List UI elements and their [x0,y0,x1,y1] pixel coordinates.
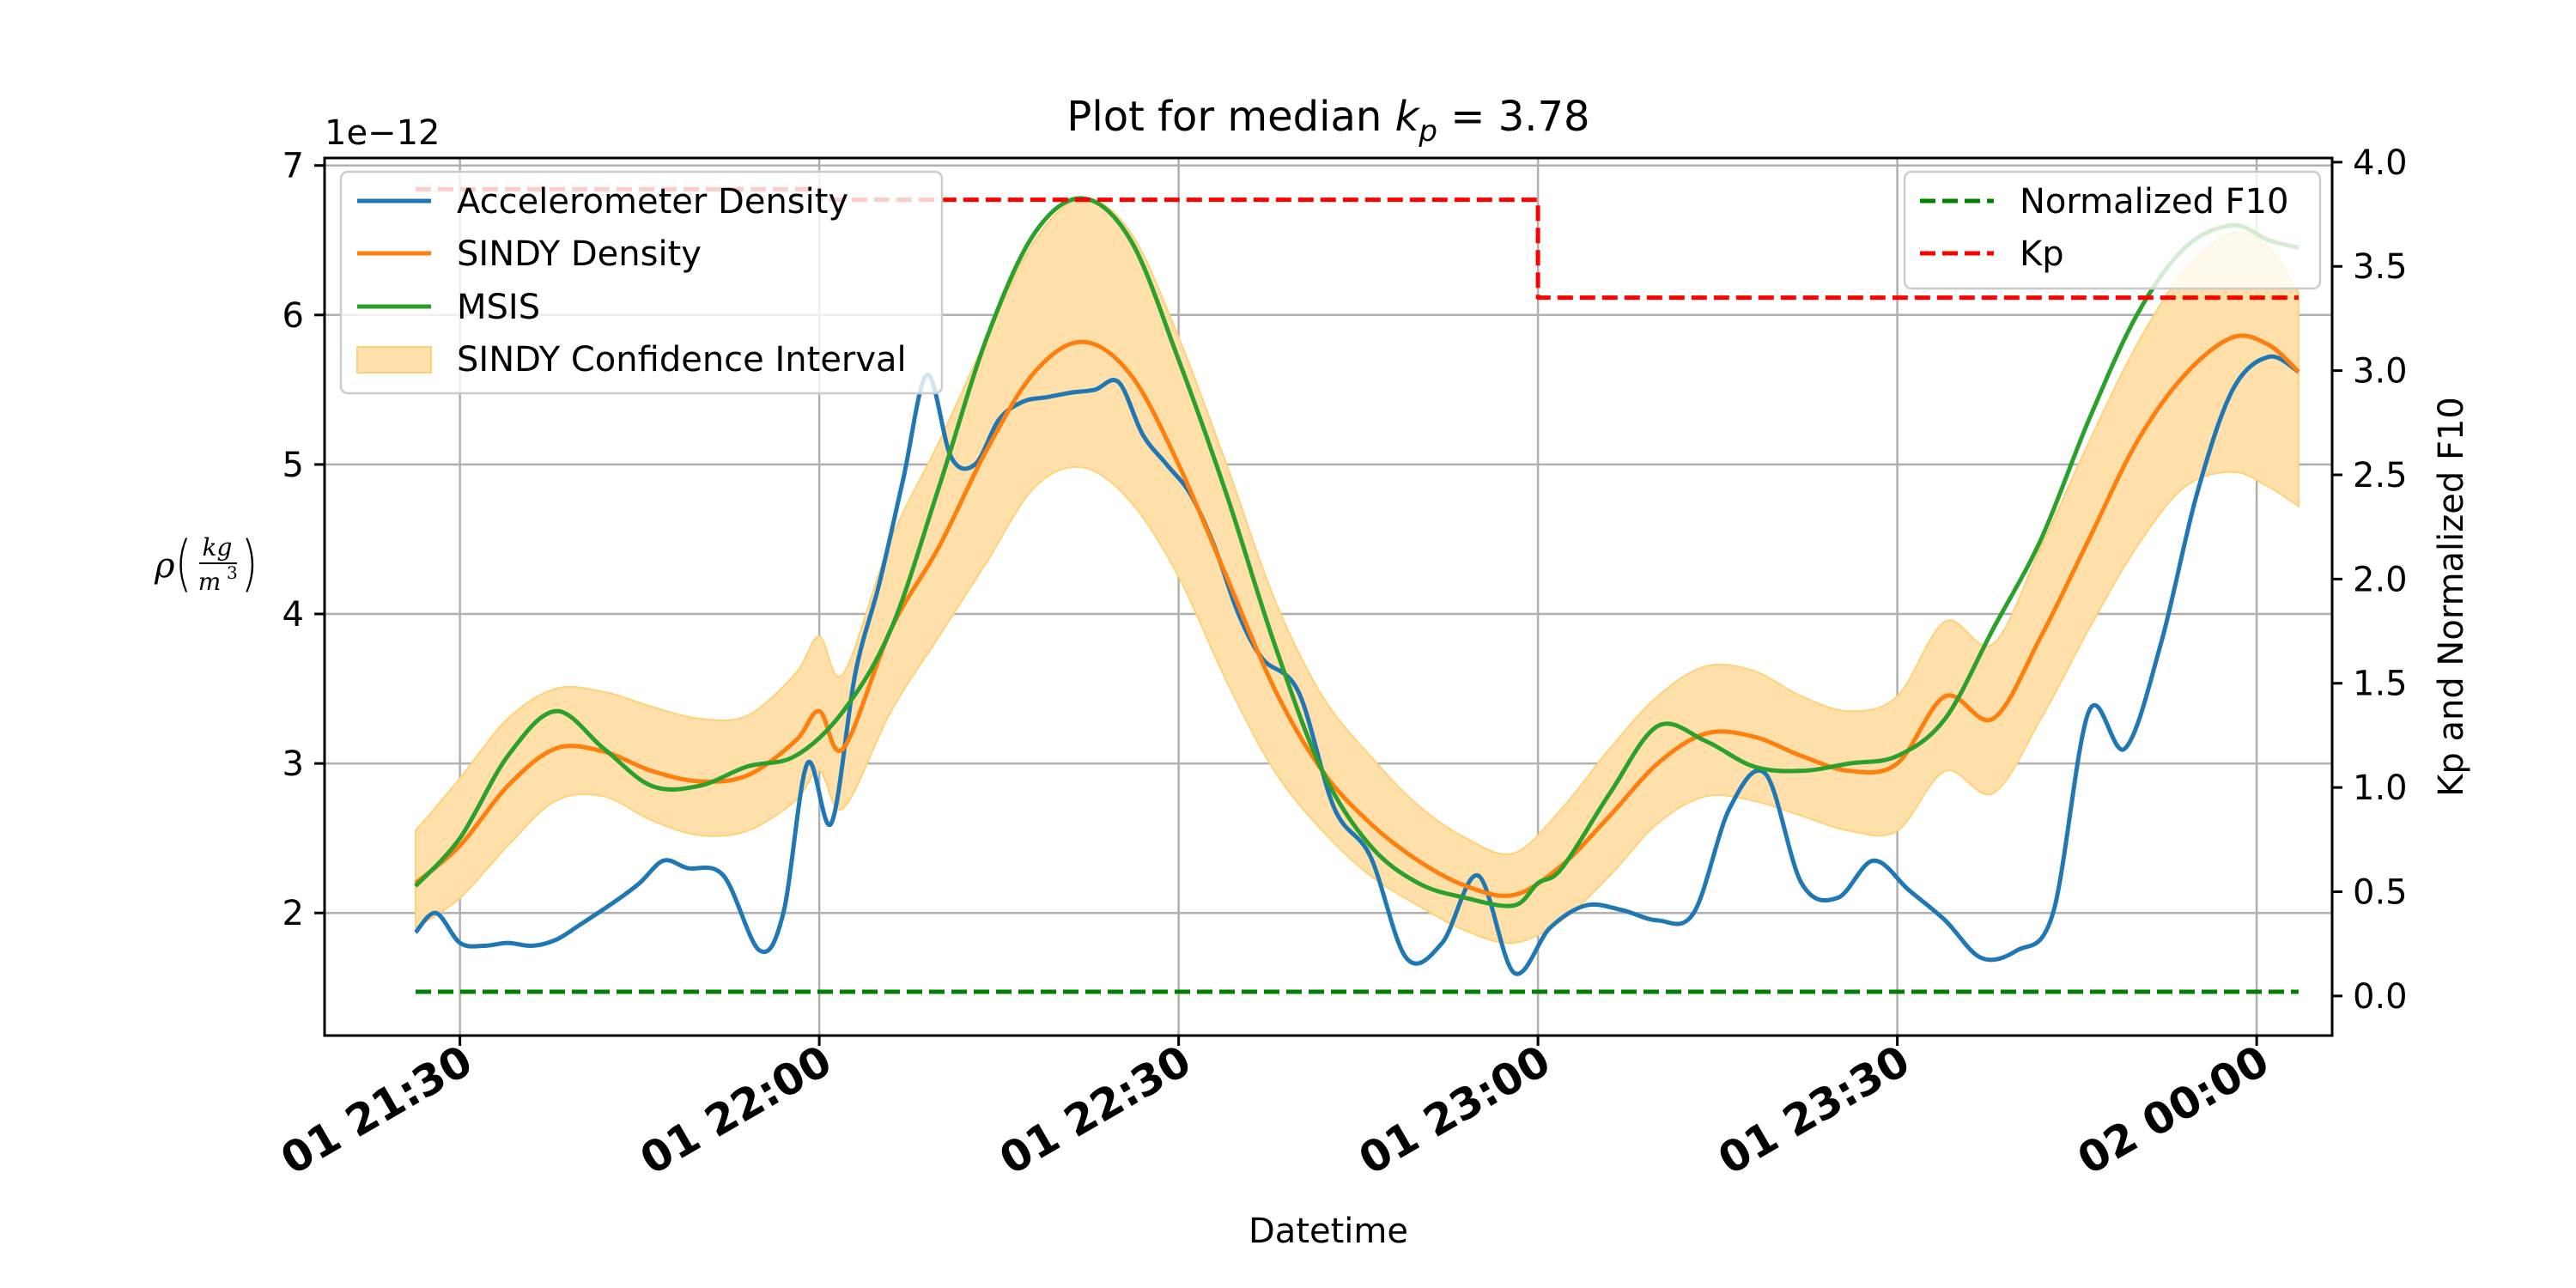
y-tick-label: 7 [283,147,304,186]
plot-frame [323,156,2334,1037]
ylabel-den: m [198,568,222,596]
y-tick-label: 2 [283,894,304,933]
y-tick-label: 5 [283,446,304,485]
legend-left-frame [339,170,944,395]
title-sub: p [1418,114,1437,149]
legend-f10-label: Normalized F10 [2020,182,2288,222]
title-pre: Plot for median [1066,93,1394,141]
y2-tick-label: 0.0 [2353,977,2408,1017]
legend-kp-label: Kp [2020,234,2064,274]
chart-title: Plot for median kp = 3.78 [1066,93,1589,149]
series-msis [414,196,2300,908]
legend-confidence-swatch [356,346,432,374]
legend-right: Normalized F10 Kp [1903,170,2322,290]
y2-axis-title: Kp and Normalized F10 [2432,397,2471,797]
ylabel-num: kg [203,533,233,562]
legend-accelerometer-label: Accelerometer Density [457,182,848,222]
legend-left: Accelerometer Density SINDY Density MSIS… [339,170,944,395]
legend-sindy-label: SINDY Density [457,234,702,274]
title-post: = 3.78 [1437,93,1590,141]
y-tick-label: 4 [283,595,304,635]
legend-msis-label: MSIS [457,288,540,327]
y2-tick-label: 1.5 [2353,665,2408,704]
x-axis-title: Datetime [1249,1212,1408,1251]
legend-confidence-label: SINDY Confidence Interval [457,340,907,380]
ylabel-den-exp: 3 [227,562,238,583]
title-var: k [1395,93,1421,141]
y-axis-left: 2 3 4 5 6 7 [283,147,325,933]
y2-tick-label: 3.0 [2353,352,2408,392]
y-axis-right: 0.0 0.5 1.0 1.5 2.0 2.5 3.0 3.5 4.0 [2332,143,2408,1017]
ylabel-rho: ρ [154,546,175,586]
y2-tick-label: 0.5 [2353,872,2408,912]
y-offset-text: 1e−12 [325,113,440,153]
ylabel-rparen: ) [241,529,258,598]
series-accelerometer-density [414,354,2300,976]
y2-tick-label: 2.5 [2353,456,2408,495]
legend-right-frame [1903,170,2322,290]
y2-tick-label: 2.0 [2353,560,2408,599]
y2-tick-label: 4.0 [2353,143,2408,183]
y-axis-title: ρ ( kg m 3 ) [154,529,258,598]
y2-tick-label: 1.0 [2353,769,2408,808]
y-tick-label: 6 [283,296,304,336]
ylabel-lparen: ( [175,529,192,598]
y-tick-label: 3 [283,744,304,784]
y2-tick-label: 3.5 [2353,247,2408,287]
